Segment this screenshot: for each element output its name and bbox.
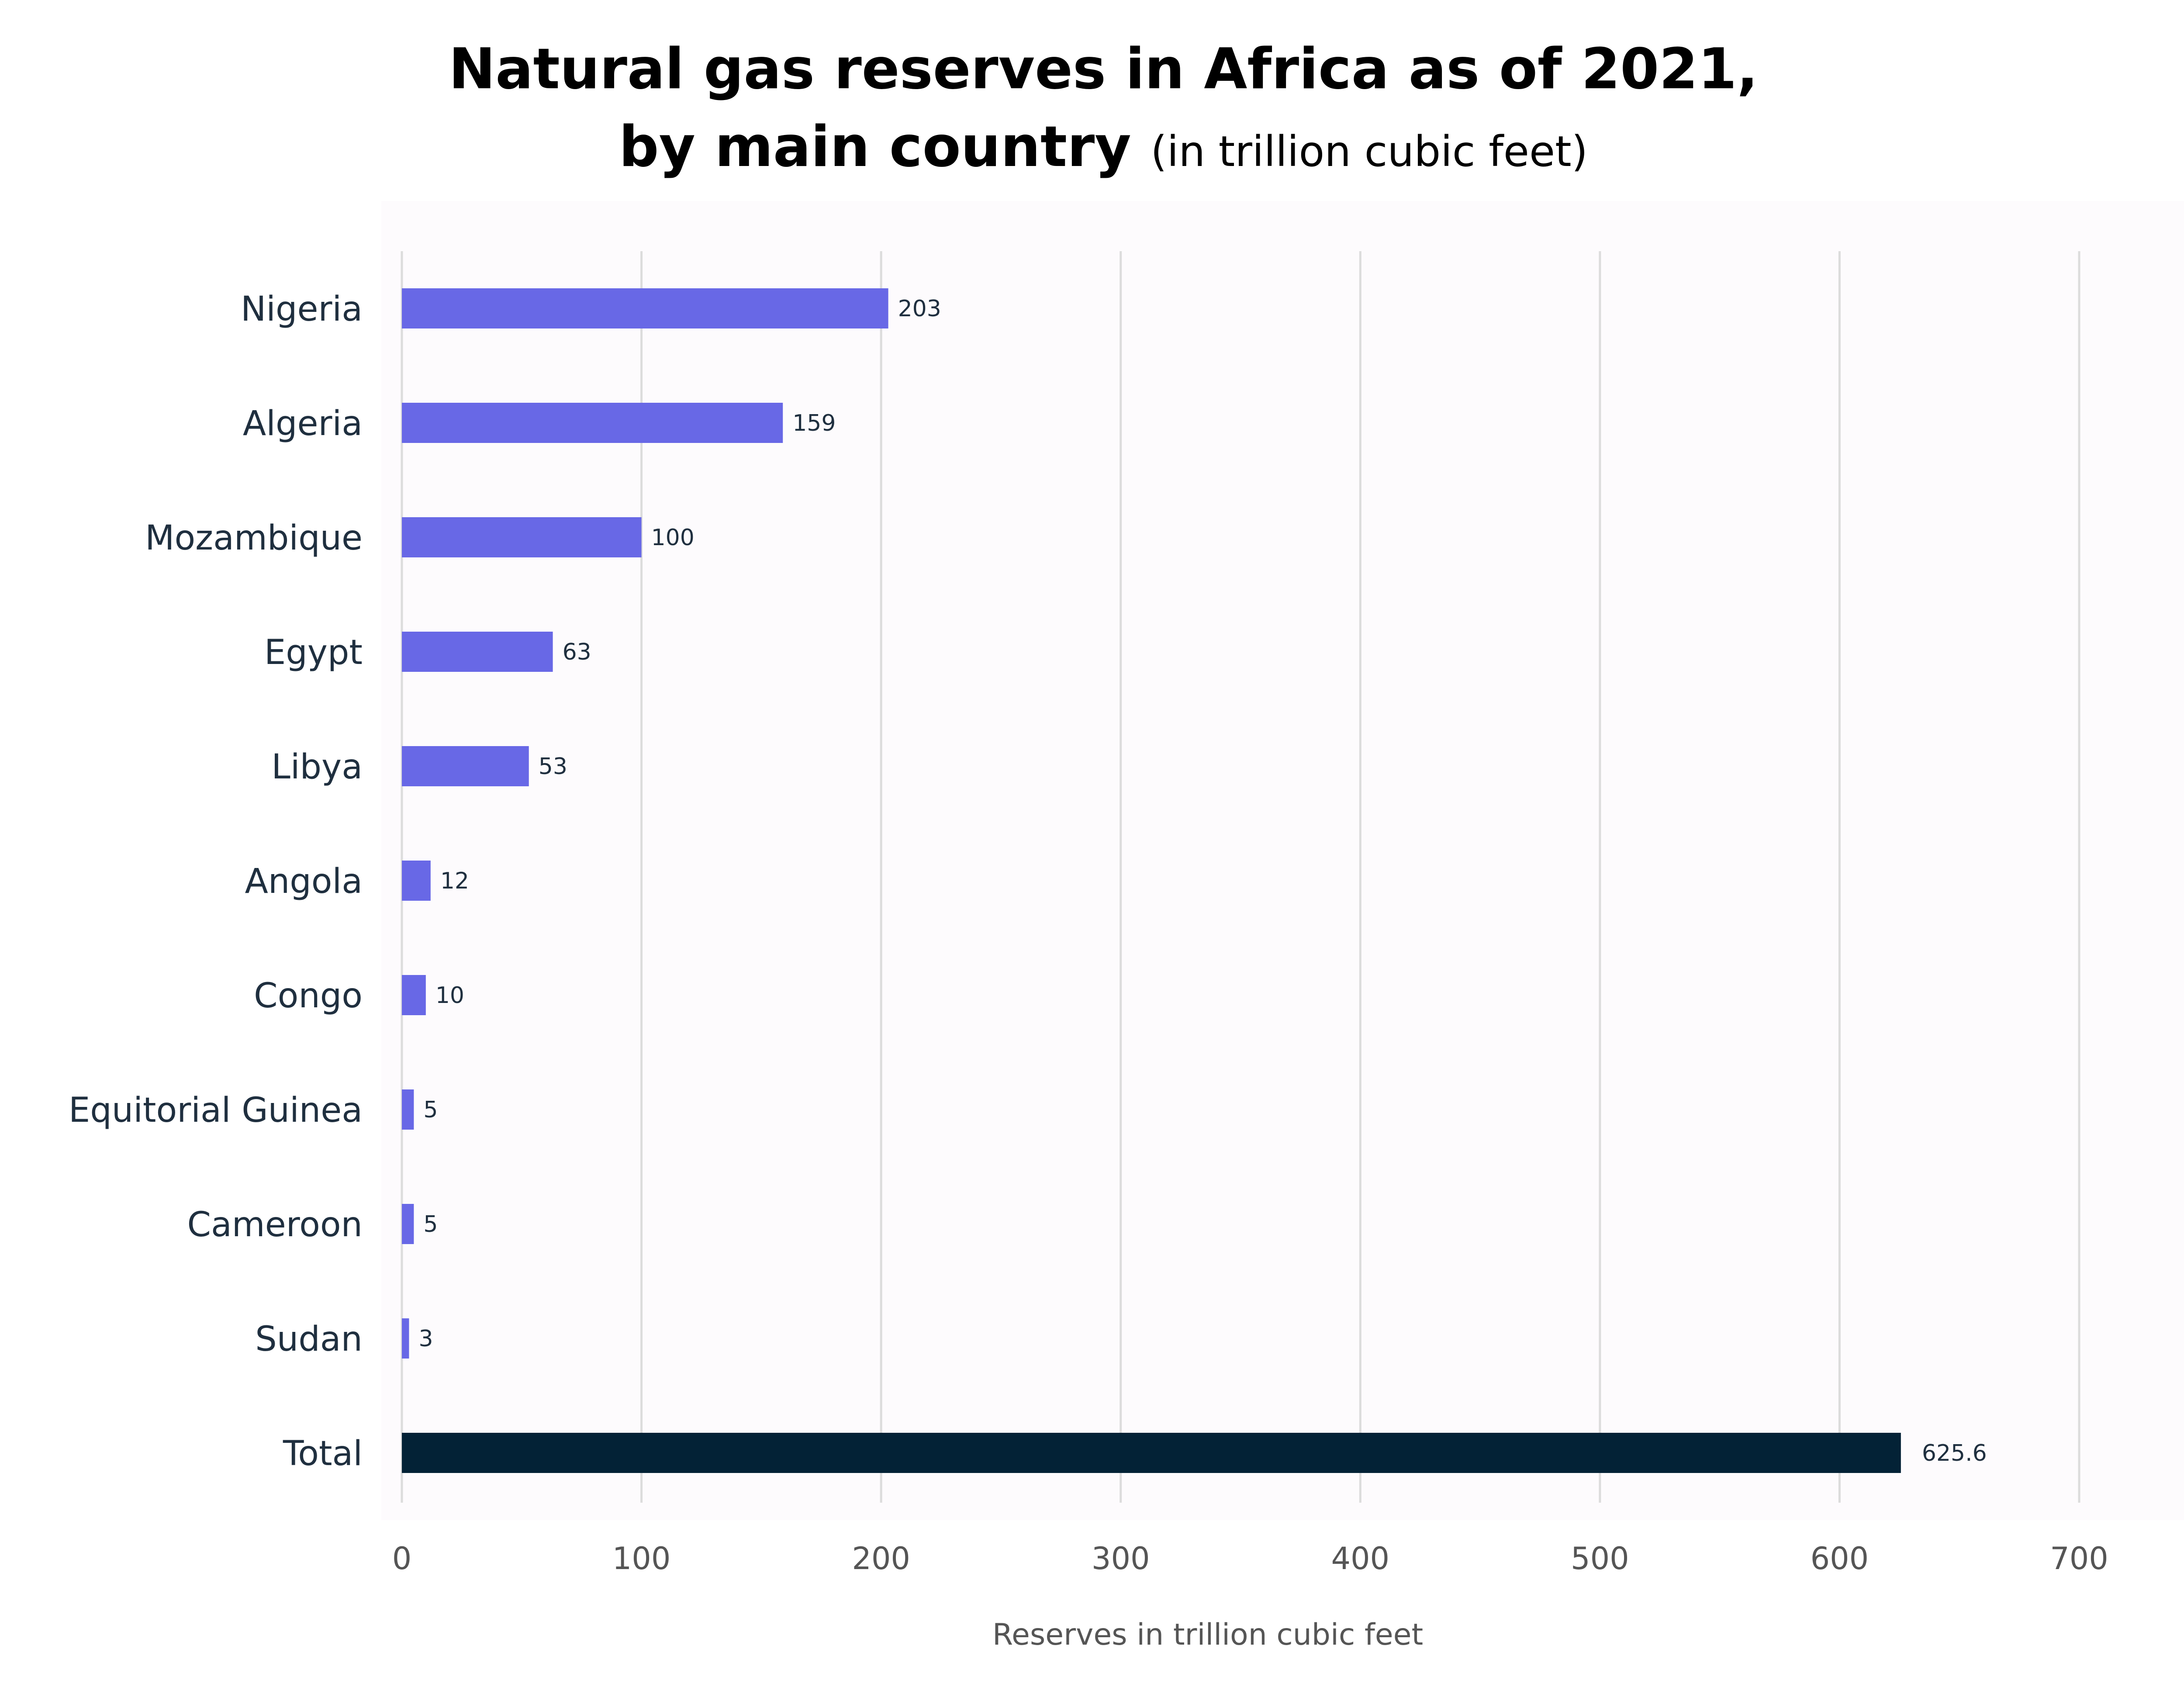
- category-label: Congo: [254, 976, 363, 1016]
- bar: [402, 403, 783, 443]
- data-label: 625.6: [1922, 1440, 1987, 1466]
- bar: [402, 517, 642, 557]
- chart-title-bold: by main country: [619, 114, 1131, 180]
- category-label: Libya: [271, 747, 363, 787]
- data-label: 10: [435, 982, 464, 1009]
- x-tick-label: 400: [1331, 1541, 1389, 1577]
- bar: [402, 1089, 414, 1130]
- bar: [402, 746, 529, 786]
- chart-title-line-2: by main country (in trillion cubic feet): [0, 108, 2184, 190]
- data-label: 159: [792, 410, 836, 436]
- bar-total: [402, 1433, 1901, 1473]
- x-tick-label: 0: [392, 1541, 412, 1577]
- bar: [402, 861, 431, 901]
- data-label: 3: [418, 1326, 433, 1352]
- category-label: Cameroon: [187, 1205, 363, 1245]
- category-label: Angola: [245, 862, 363, 901]
- data-label: 12: [440, 868, 469, 894]
- x-tick-label: 200: [852, 1541, 910, 1577]
- category-label: Nigeria: [241, 290, 363, 329]
- x-tick-label: 600: [1811, 1541, 1869, 1577]
- category-label: Equitorial Guinea: [69, 1091, 363, 1130]
- chart-title-line-1: Natural gas reserves in Africa as of 202…: [449, 37, 1758, 102]
- bar: [402, 1318, 409, 1359]
- bar: [402, 1204, 414, 1244]
- x-tick-label: 300: [1092, 1541, 1150, 1577]
- data-label: 5: [423, 1211, 438, 1238]
- x-tick-label: 700: [2050, 1541, 2108, 1577]
- data-label: 5: [423, 1097, 438, 1123]
- bar: [402, 632, 553, 672]
- category-label: Sudan: [255, 1320, 363, 1359]
- x-axis-title: Reserves in trillion cubic feet: [992, 1618, 1423, 1652]
- data-label: 53: [539, 754, 567, 780]
- category-label: Total: [283, 1434, 363, 1473]
- chart-subtitle: (in trillion cubic feet): [1151, 127, 1588, 176]
- data-label: 63: [563, 639, 591, 665]
- category-label: Algeria: [243, 404, 363, 443]
- x-tick-label: 100: [612, 1541, 671, 1577]
- chart-title: Natural gas reserves in Africa as of 202…: [0, 31, 2184, 190]
- x-tick-label: 500: [1571, 1541, 1629, 1577]
- bar: [402, 975, 426, 1015]
- data-label: 100: [651, 525, 695, 551]
- category-label: Egypt: [264, 633, 363, 672]
- bar: [402, 288, 888, 328]
- category-label: Mozambique: [145, 519, 363, 558]
- data-label: 203: [898, 296, 941, 322]
